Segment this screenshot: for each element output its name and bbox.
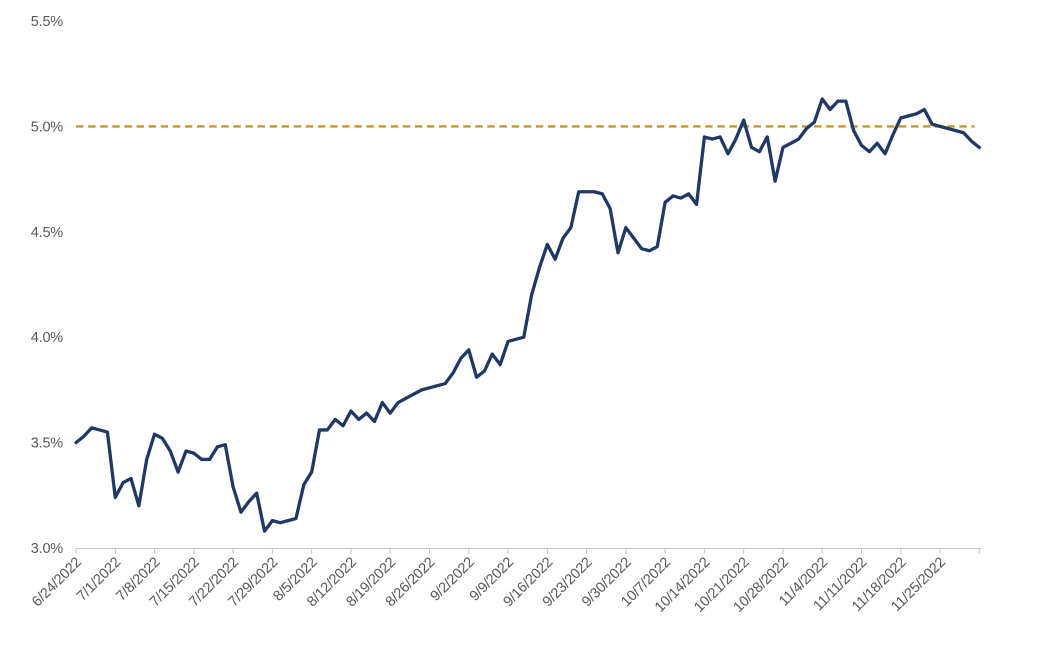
y-axis-label: 5.0%: [31, 119, 64, 135]
y-axis-label: 5.5%: [31, 14, 64, 30]
y-axis-label: 4.5%: [31, 225, 64, 241]
y-axis-label: 4.0%: [31, 330, 64, 346]
y-axis-label: 3.5%: [31, 436, 64, 452]
y-axis-label: 3.0%: [31, 541, 64, 557]
series-line: [74, 97, 981, 533]
